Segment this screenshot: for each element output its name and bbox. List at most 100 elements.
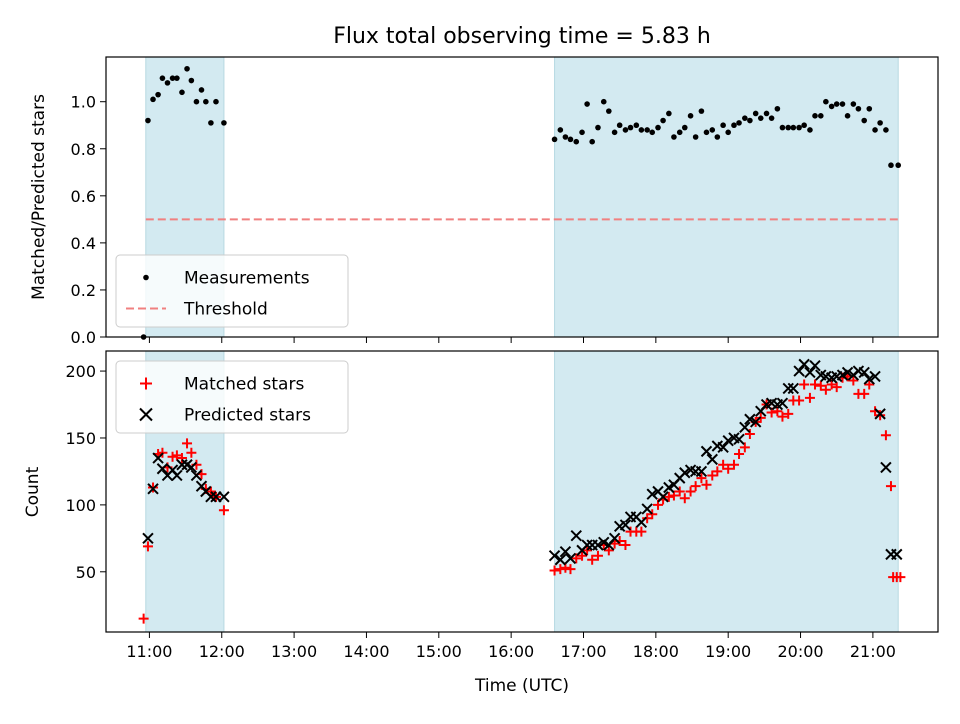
y-tick-label: 0.2	[71, 281, 96, 300]
data-point	[676, 129, 683, 136]
matched-star-point	[712, 466, 723, 477]
data-point	[883, 127, 889, 133]
y-tick-label: 0.4	[71, 234, 96, 253]
data-point	[164, 80, 171, 86]
matched-star-point	[642, 513, 653, 524]
data-point	[666, 110, 672, 117]
predicted-star-point	[749, 416, 762, 428]
data-point	[774, 105, 781, 112]
top-legend: Measurements Threshold	[115, 254, 349, 328]
matched-star-point	[696, 473, 707, 484]
predicted-star-point	[185, 461, 198, 474]
data-point	[714, 134, 721, 140]
x-tick-label: 17:00	[560, 642, 606, 661]
data-point	[660, 117, 666, 124]
data-point	[155, 91, 161, 98]
predicted-star-point	[646, 488, 658, 500]
predicted-star-point	[581, 539, 593, 551]
y-tick-label: 50	[76, 563, 96, 582]
data-point	[584, 101, 590, 107]
matched-star-point	[690, 481, 701, 492]
predicted-star-point	[717, 441, 729, 454]
data-point	[747, 117, 753, 124]
matched-star-point	[739, 442, 750, 453]
data-point	[844, 113, 851, 119]
data-point	[616, 122, 623, 129]
predicted-star-point	[739, 421, 751, 433]
predicted-star-point	[722, 434, 734, 447]
data-point	[174, 75, 180, 81]
matched-star-point	[723, 463, 734, 474]
predicted-star-point	[869, 370, 881, 383]
data-point	[833, 101, 840, 107]
predicted-star-point	[218, 491, 230, 503]
x-tick-label: 12:00	[199, 642, 245, 661]
predicted-star-point	[679, 467, 691, 479]
predicted-star-point	[863, 373, 875, 385]
y-tick-label: 0.6	[71, 187, 96, 206]
data-point	[687, 113, 694, 119]
matched-star-point	[218, 505, 229, 516]
predicted-star-point	[635, 516, 648, 528]
data-point	[150, 96, 156, 103]
data-point	[159, 75, 166, 81]
data-point	[801, 122, 807, 129]
top-y-axis-label: Matched/Predicted stars	[29, 94, 49, 300]
predicted-star-point	[176, 459, 188, 471]
predicted-star-point	[564, 552, 577, 565]
observing-span	[554, 350, 899, 633]
matched-star-point	[734, 449, 745, 460]
data-point	[823, 98, 829, 105]
predicted-star-point	[804, 366, 816, 379]
data-point	[671, 134, 677, 140]
predicted-star-point	[559, 546, 572, 558]
matched-star-point	[663, 491, 674, 502]
x-tick-label: 11:00	[126, 642, 172, 661]
matched-star-point	[728, 459, 739, 470]
data-point	[720, 122, 726, 129]
matched-star-point	[815, 380, 826, 391]
matched-star-point	[859, 388, 870, 399]
data-point	[785, 124, 792, 131]
data-point	[839, 101, 846, 107]
y-tick-label: 200	[65, 362, 96, 381]
matched-star-point	[707, 470, 718, 481]
data-point	[184, 65, 190, 72]
matched-star-point	[794, 395, 805, 406]
legend-box	[115, 360, 349, 434]
data-point	[698, 108, 705, 114]
data-point	[779, 124, 786, 131]
data-point	[790, 124, 797, 131]
predicted-star-point	[619, 519, 632, 531]
data-point	[681, 124, 688, 131]
data-point	[193, 98, 200, 105]
matched-star-point	[885, 481, 896, 492]
data-point	[573, 138, 580, 145]
data-point	[763, 110, 770, 117]
predicted-star-point	[891, 548, 903, 561]
matched-star-point	[171, 450, 182, 461]
legend-label: Measurements	[184, 269, 310, 289]
data-point	[611, 129, 618, 136]
data-point	[203, 98, 209, 105]
matched-star-point	[880, 430, 891, 441]
matched-star-point	[718, 459, 729, 470]
predicted-star-point	[880, 461, 892, 474]
matched-star-point	[685, 486, 696, 497]
data-point	[888, 162, 894, 169]
matched-star-point	[820, 384, 831, 395]
predicted-star-point	[700, 445, 713, 458]
data-point	[188, 77, 195, 84]
data-point	[179, 89, 185, 96]
predicted-star-point	[657, 491, 669, 503]
data-point	[872, 127, 878, 133]
data-point	[752, 110, 759, 117]
matched-star-point	[565, 564, 576, 575]
predicted-star-point	[809, 360, 821, 372]
matched-star-point	[167, 451, 178, 462]
data-point	[638, 127, 645, 133]
data-point	[600, 98, 607, 105]
predicted-star-point	[787, 382, 800, 395]
y-tick-label: 150	[65, 429, 96, 448]
predicted-star-point	[548, 550, 561, 562]
